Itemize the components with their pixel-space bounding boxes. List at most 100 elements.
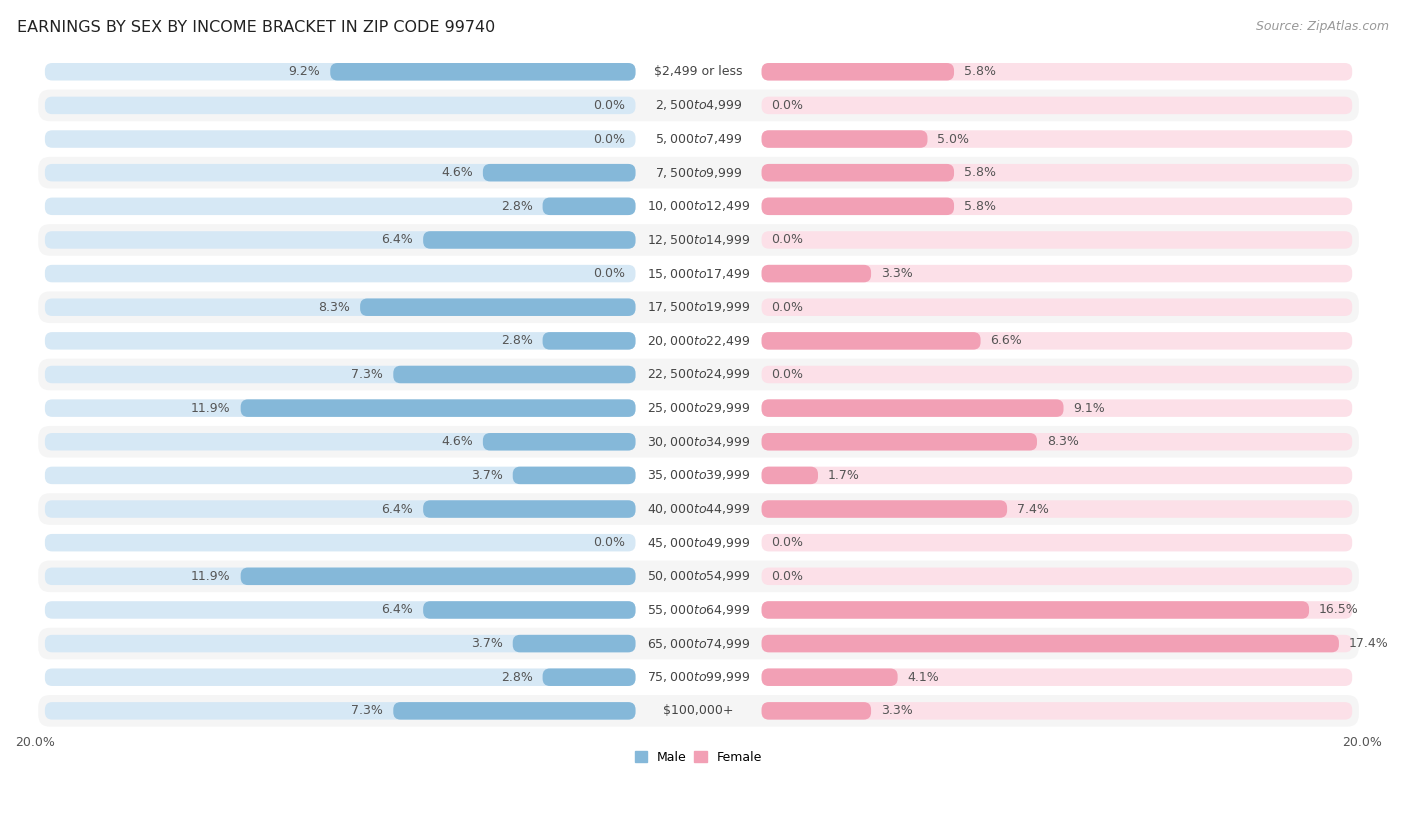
FancyBboxPatch shape <box>45 601 636 619</box>
FancyBboxPatch shape <box>38 224 1358 256</box>
FancyBboxPatch shape <box>762 198 955 215</box>
FancyBboxPatch shape <box>762 601 1309 619</box>
Text: $7,500 to $9,999: $7,500 to $9,999 <box>655 166 742 180</box>
Text: 11.9%: 11.9% <box>191 402 231 415</box>
FancyBboxPatch shape <box>45 198 636 215</box>
Text: $2,500 to $4,999: $2,500 to $4,999 <box>655 98 742 112</box>
FancyBboxPatch shape <box>762 130 1353 148</box>
Text: $10,000 to $12,499: $10,000 to $12,499 <box>647 199 751 213</box>
FancyBboxPatch shape <box>762 500 1007 518</box>
FancyBboxPatch shape <box>762 635 1339 652</box>
Text: $55,000 to $64,999: $55,000 to $64,999 <box>647 603 751 617</box>
FancyBboxPatch shape <box>762 265 872 282</box>
FancyBboxPatch shape <box>38 56 1358 88</box>
FancyBboxPatch shape <box>762 366 1353 383</box>
Text: 4.6%: 4.6% <box>441 166 472 179</box>
FancyBboxPatch shape <box>762 198 1353 215</box>
Text: 4.1%: 4.1% <box>908 671 939 684</box>
FancyBboxPatch shape <box>762 467 1353 485</box>
FancyBboxPatch shape <box>45 97 636 114</box>
Text: $12,500 to $14,999: $12,500 to $14,999 <box>647 233 751 247</box>
FancyBboxPatch shape <box>762 399 1063 417</box>
FancyBboxPatch shape <box>38 459 1358 491</box>
FancyBboxPatch shape <box>762 702 872 720</box>
FancyBboxPatch shape <box>762 333 980 350</box>
FancyBboxPatch shape <box>38 493 1358 525</box>
Text: $30,000 to $34,999: $30,000 to $34,999 <box>647 435 751 449</box>
FancyBboxPatch shape <box>38 291 1358 323</box>
FancyBboxPatch shape <box>45 63 636 80</box>
FancyBboxPatch shape <box>513 467 636 485</box>
FancyBboxPatch shape <box>762 399 1353 417</box>
Text: 5.0%: 5.0% <box>938 133 970 146</box>
FancyBboxPatch shape <box>45 366 636 383</box>
FancyBboxPatch shape <box>762 433 1353 450</box>
Text: $22,500 to $24,999: $22,500 to $24,999 <box>647 367 751 381</box>
FancyBboxPatch shape <box>762 298 1353 316</box>
FancyBboxPatch shape <box>38 89 1358 121</box>
Text: 3.3%: 3.3% <box>882 704 912 717</box>
FancyBboxPatch shape <box>38 594 1358 626</box>
Text: $50,000 to $54,999: $50,000 to $54,999 <box>647 569 751 583</box>
FancyBboxPatch shape <box>38 426 1358 458</box>
Text: Source: ZipAtlas.com: Source: ZipAtlas.com <box>1256 20 1389 33</box>
FancyBboxPatch shape <box>762 635 1353 652</box>
FancyBboxPatch shape <box>762 63 1353 80</box>
Text: 0.0%: 0.0% <box>593 537 626 549</box>
Text: 11.9%: 11.9% <box>191 570 231 583</box>
Text: $45,000 to $49,999: $45,000 to $49,999 <box>647 536 751 550</box>
FancyBboxPatch shape <box>762 467 818 485</box>
Text: 5.8%: 5.8% <box>965 166 995 179</box>
FancyBboxPatch shape <box>762 601 1353 619</box>
FancyBboxPatch shape <box>38 359 1358 390</box>
Text: $100,000+: $100,000+ <box>664 704 734 717</box>
Text: $40,000 to $44,999: $40,000 to $44,999 <box>647 502 751 516</box>
Text: 6.4%: 6.4% <box>381 233 413 246</box>
FancyBboxPatch shape <box>45 130 636 148</box>
Text: 0.0%: 0.0% <box>772 99 804 112</box>
FancyBboxPatch shape <box>38 325 1358 357</box>
Text: 1.7%: 1.7% <box>828 469 860 482</box>
FancyBboxPatch shape <box>762 534 1353 551</box>
Text: 9.1%: 9.1% <box>1073 402 1105 415</box>
FancyBboxPatch shape <box>38 695 1358 727</box>
FancyBboxPatch shape <box>762 702 1353 720</box>
FancyBboxPatch shape <box>45 668 636 686</box>
FancyBboxPatch shape <box>38 527 1358 559</box>
FancyBboxPatch shape <box>394 702 636 720</box>
FancyBboxPatch shape <box>45 333 636 350</box>
Text: 17.4%: 17.4% <box>1348 637 1389 650</box>
Text: EARNINGS BY SEX BY INCOME BRACKET IN ZIP CODE 99740: EARNINGS BY SEX BY INCOME BRACKET IN ZIP… <box>17 20 495 35</box>
FancyBboxPatch shape <box>543 333 636 350</box>
Text: 3.7%: 3.7% <box>471 637 503 650</box>
FancyBboxPatch shape <box>240 567 636 585</box>
FancyBboxPatch shape <box>482 164 636 181</box>
FancyBboxPatch shape <box>762 265 1353 282</box>
Text: 9.2%: 9.2% <box>288 65 321 78</box>
FancyBboxPatch shape <box>38 190 1358 222</box>
Text: 2.8%: 2.8% <box>501 200 533 213</box>
FancyBboxPatch shape <box>45 635 636 652</box>
FancyBboxPatch shape <box>423 231 636 249</box>
Text: 8.3%: 8.3% <box>1047 435 1078 448</box>
Text: 0.0%: 0.0% <box>593 267 626 280</box>
Text: 3.3%: 3.3% <box>882 267 912 280</box>
Text: 2.8%: 2.8% <box>501 334 533 347</box>
FancyBboxPatch shape <box>762 63 955 80</box>
FancyBboxPatch shape <box>762 567 1353 585</box>
Text: 6.6%: 6.6% <box>991 334 1022 347</box>
FancyBboxPatch shape <box>513 635 636 652</box>
FancyBboxPatch shape <box>423 601 636 619</box>
FancyBboxPatch shape <box>38 124 1358 154</box>
FancyBboxPatch shape <box>330 63 636 80</box>
FancyBboxPatch shape <box>45 231 636 249</box>
FancyBboxPatch shape <box>762 668 1353 686</box>
FancyBboxPatch shape <box>482 433 636 450</box>
Text: 3.7%: 3.7% <box>471 469 503 482</box>
FancyBboxPatch shape <box>45 433 636 450</box>
FancyBboxPatch shape <box>394 366 636 383</box>
FancyBboxPatch shape <box>38 258 1358 289</box>
Text: 0.0%: 0.0% <box>593 99 626 112</box>
Text: 0.0%: 0.0% <box>772 570 804 583</box>
Text: 6.4%: 6.4% <box>381 502 413 515</box>
